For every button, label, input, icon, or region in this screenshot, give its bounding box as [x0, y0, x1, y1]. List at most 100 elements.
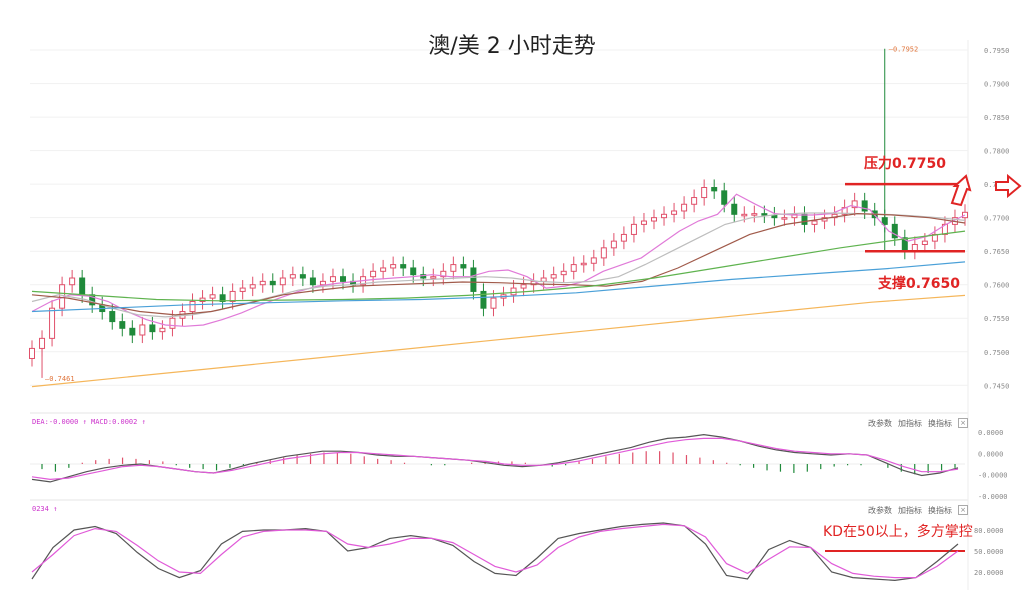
candle-body [620, 233, 627, 242]
candle-body [29, 347, 35, 359]
candle-body [169, 317, 176, 329]
kd-tick-label: 20.0000 [974, 569, 1004, 577]
candle-body [69, 277, 76, 286]
candle-body [299, 274, 306, 279]
candle-body [269, 280, 276, 286]
candle-body [309, 277, 316, 286]
support-label: 支撑0.7650 [878, 276, 961, 292]
chart-title: 澳/美 2 小时走势 [428, 34, 596, 59]
candle-body [289, 274, 296, 279]
y-tick-label: 0.7800 [984, 148, 1009, 156]
candle-body [590, 257, 597, 264]
candle-body [691, 197, 698, 205]
candle-body [791, 213, 798, 219]
macd-header-label: DEA:-0.0000 ↑ MACD:0.0002 ↑ [32, 418, 146, 426]
main-panel: —0.7952 —0.7461 [29, 46, 1022, 388]
kd-header-label: 0234 ↑ [32, 505, 58, 513]
candle-body [600, 247, 607, 259]
kd-switch-indicator-button[interactable]: 换指标 [928, 506, 952, 515]
macd-add-indicator-button[interactable]: 加指标 [898, 419, 922, 428]
candle-body [390, 264, 397, 269]
ma-line-6 [31, 294, 966, 388]
grid: 0.79500.79000.78500.78000.77500.77000.76… [30, 40, 1009, 590]
kd-line-1 [31, 522, 959, 582]
candle-body [189, 300, 196, 313]
kd-panel: 80.0000 50.0000 20.0000 [31, 522, 1004, 582]
kd-close-icon[interactable]: × [958, 505, 968, 515]
candle-body [781, 217, 788, 220]
candle-body [139, 324, 146, 336]
kd-add-indicator-button[interactable]: 加指标 [898, 506, 922, 515]
candle-body [731, 203, 738, 215]
candle-body [721, 190, 728, 205]
candle-body [701, 186, 708, 199]
y-tick-label: 0.7650 [984, 248, 1009, 256]
candle-body [681, 203, 688, 212]
candle-body [209, 294, 216, 299]
candle-body [49, 307, 56, 339]
right-arrow-icon [995, 173, 1022, 199]
candle-body [450, 264, 457, 272]
candle-body [630, 223, 637, 235]
up-arrow-icon [950, 174, 972, 207]
macd-line-2 [31, 437, 959, 481]
candle-body [329, 276, 336, 282]
y-tick-label: 0.7550 [984, 315, 1009, 323]
candle-body [340, 276, 346, 282]
kd-edit-params-button[interactable]: 改参数 [868, 506, 892, 515]
candle-body [239, 287, 246, 292]
y-tick-label: 0.7450 [984, 382, 1009, 390]
y-tick-label: 0.7500 [984, 349, 1009, 357]
candle-body [400, 264, 407, 269]
candle-body [470, 267, 477, 292]
candle-body [851, 200, 858, 209]
candle-body [550, 274, 557, 279]
candle-body [761, 213, 768, 216]
candle-body [199, 297, 206, 302]
candle-body [921, 240, 928, 245]
candle-body [560, 270, 567, 276]
candle-body [570, 264, 577, 272]
macd-switch-indicator-button[interactable]: 换指标 [928, 419, 952, 428]
resistance-label: 压力0.7750 [864, 156, 947, 172]
macd-panel: 0.0000 0.0000 -0.0000 -0.0000 [30, 429, 1008, 501]
candle-body [219, 294, 226, 302]
y-tick-label: 0.7900 [984, 81, 1009, 89]
candle-body [159, 327, 166, 333]
candle-body [319, 280, 326, 286]
macd-tick-label: 0.0000 [978, 429, 1003, 437]
candle-body [380, 267, 387, 272]
candle-body [39, 337, 46, 349]
y-tick-label: 0.7950 [984, 47, 1009, 55]
candle-body [520, 284, 527, 289]
ma-line-2 [31, 212, 966, 318]
low-label: —0.7461 [45, 375, 75, 383]
candle-body [249, 284, 256, 289]
ma-line-4 [31, 230, 966, 302]
candle-body [801, 213, 808, 225]
candle-body [751, 213, 758, 216]
candle-body [410, 267, 417, 276]
candle-body [109, 311, 116, 323]
y-tick-label: 0.7850 [984, 114, 1009, 122]
macd-close-icon[interactable]: × [958, 418, 968, 428]
candle-body [129, 327, 136, 336]
kd-tick-label: 50.0000 [974, 548, 1004, 556]
candle-body [640, 220, 647, 225]
candle-body [861, 200, 868, 212]
candle-body [661, 213, 668, 219]
ma-line-1 [31, 193, 966, 327]
ma-line-3 [31, 212, 966, 316]
kd-line-2 [31, 523, 959, 579]
kd-tick-label: 80.0000 [974, 527, 1004, 535]
candle-body [711, 186, 718, 192]
candle-body [490, 297, 497, 309]
candle-body [671, 210, 678, 215]
macd-edit-params-button[interactable]: 改参数 [868, 419, 892, 428]
candle-body [610, 240, 617, 249]
macd-tick-label: -0.0000 [978, 493, 1008, 501]
candle-body [259, 280, 266, 286]
candle-body [510, 287, 517, 296]
candle-body [741, 213, 748, 217]
